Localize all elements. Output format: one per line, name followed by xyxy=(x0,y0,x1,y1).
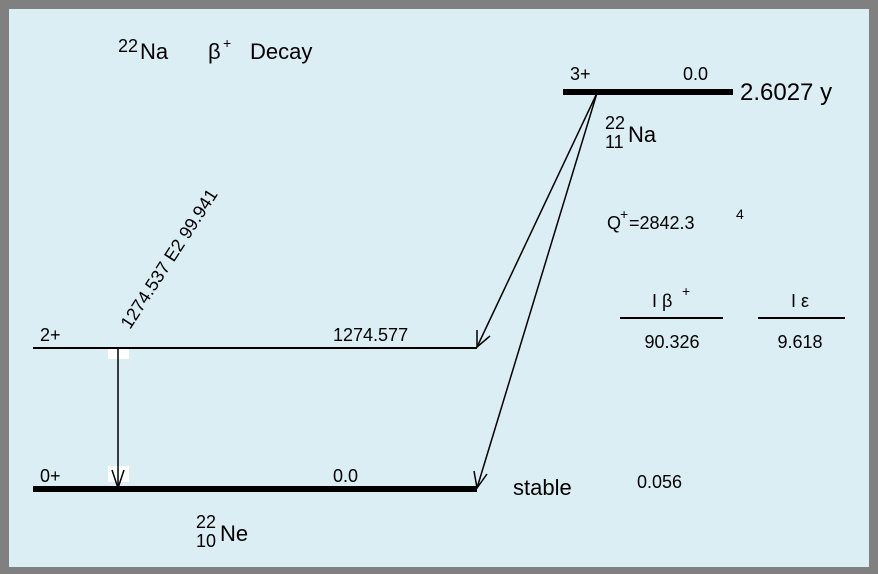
parent-spin: 3+ xyxy=(570,64,591,84)
parent-atomic: 11 xyxy=(605,132,624,152)
beta-arrow xyxy=(476,92,598,489)
parent-mass: 22 xyxy=(605,113,625,133)
beta-header-charge: + xyxy=(682,283,690,299)
title-charge: + xyxy=(223,35,231,51)
q-label: Q xyxy=(607,213,621,233)
daughter-mass: 22 xyxy=(196,512,216,532)
title-word: Decay xyxy=(250,39,312,64)
parent-energy: 0.0 xyxy=(683,64,708,84)
parent-element: Na xyxy=(628,122,657,147)
beta-arrowhead xyxy=(473,470,488,490)
daughter-element: Ne xyxy=(220,521,248,546)
gamma-arrowhead xyxy=(111,469,125,491)
beta-arrow xyxy=(476,92,598,348)
q-sign: + xyxy=(620,206,628,222)
panel xyxy=(9,9,869,567)
title-particle: β xyxy=(208,39,221,64)
q-uncertainty: 4 xyxy=(736,206,744,222)
level-spin: 0+ xyxy=(40,466,61,486)
ec-header: I ε xyxy=(791,291,809,311)
beta-intensity: 90.326 xyxy=(644,332,699,352)
parent-half-life: 2.6027 y xyxy=(740,79,832,106)
daughter-atomic: 10 xyxy=(196,531,216,551)
level-energy: 0.0 xyxy=(333,466,358,486)
beta-header: I β xyxy=(652,291,672,311)
beta-arrowhead xyxy=(476,330,491,349)
ec-intensity: 9.618 xyxy=(777,332,822,352)
title-element: Na xyxy=(140,39,169,64)
title-mass: 22 xyxy=(118,36,138,56)
level-spin: 2+ xyxy=(40,325,61,345)
ground-half-life: stable xyxy=(513,475,572,500)
level-energy: 1274.577 xyxy=(333,325,408,345)
beta-intensity: 0.056 xyxy=(637,472,682,492)
q-value: =2842.3 xyxy=(629,213,695,233)
